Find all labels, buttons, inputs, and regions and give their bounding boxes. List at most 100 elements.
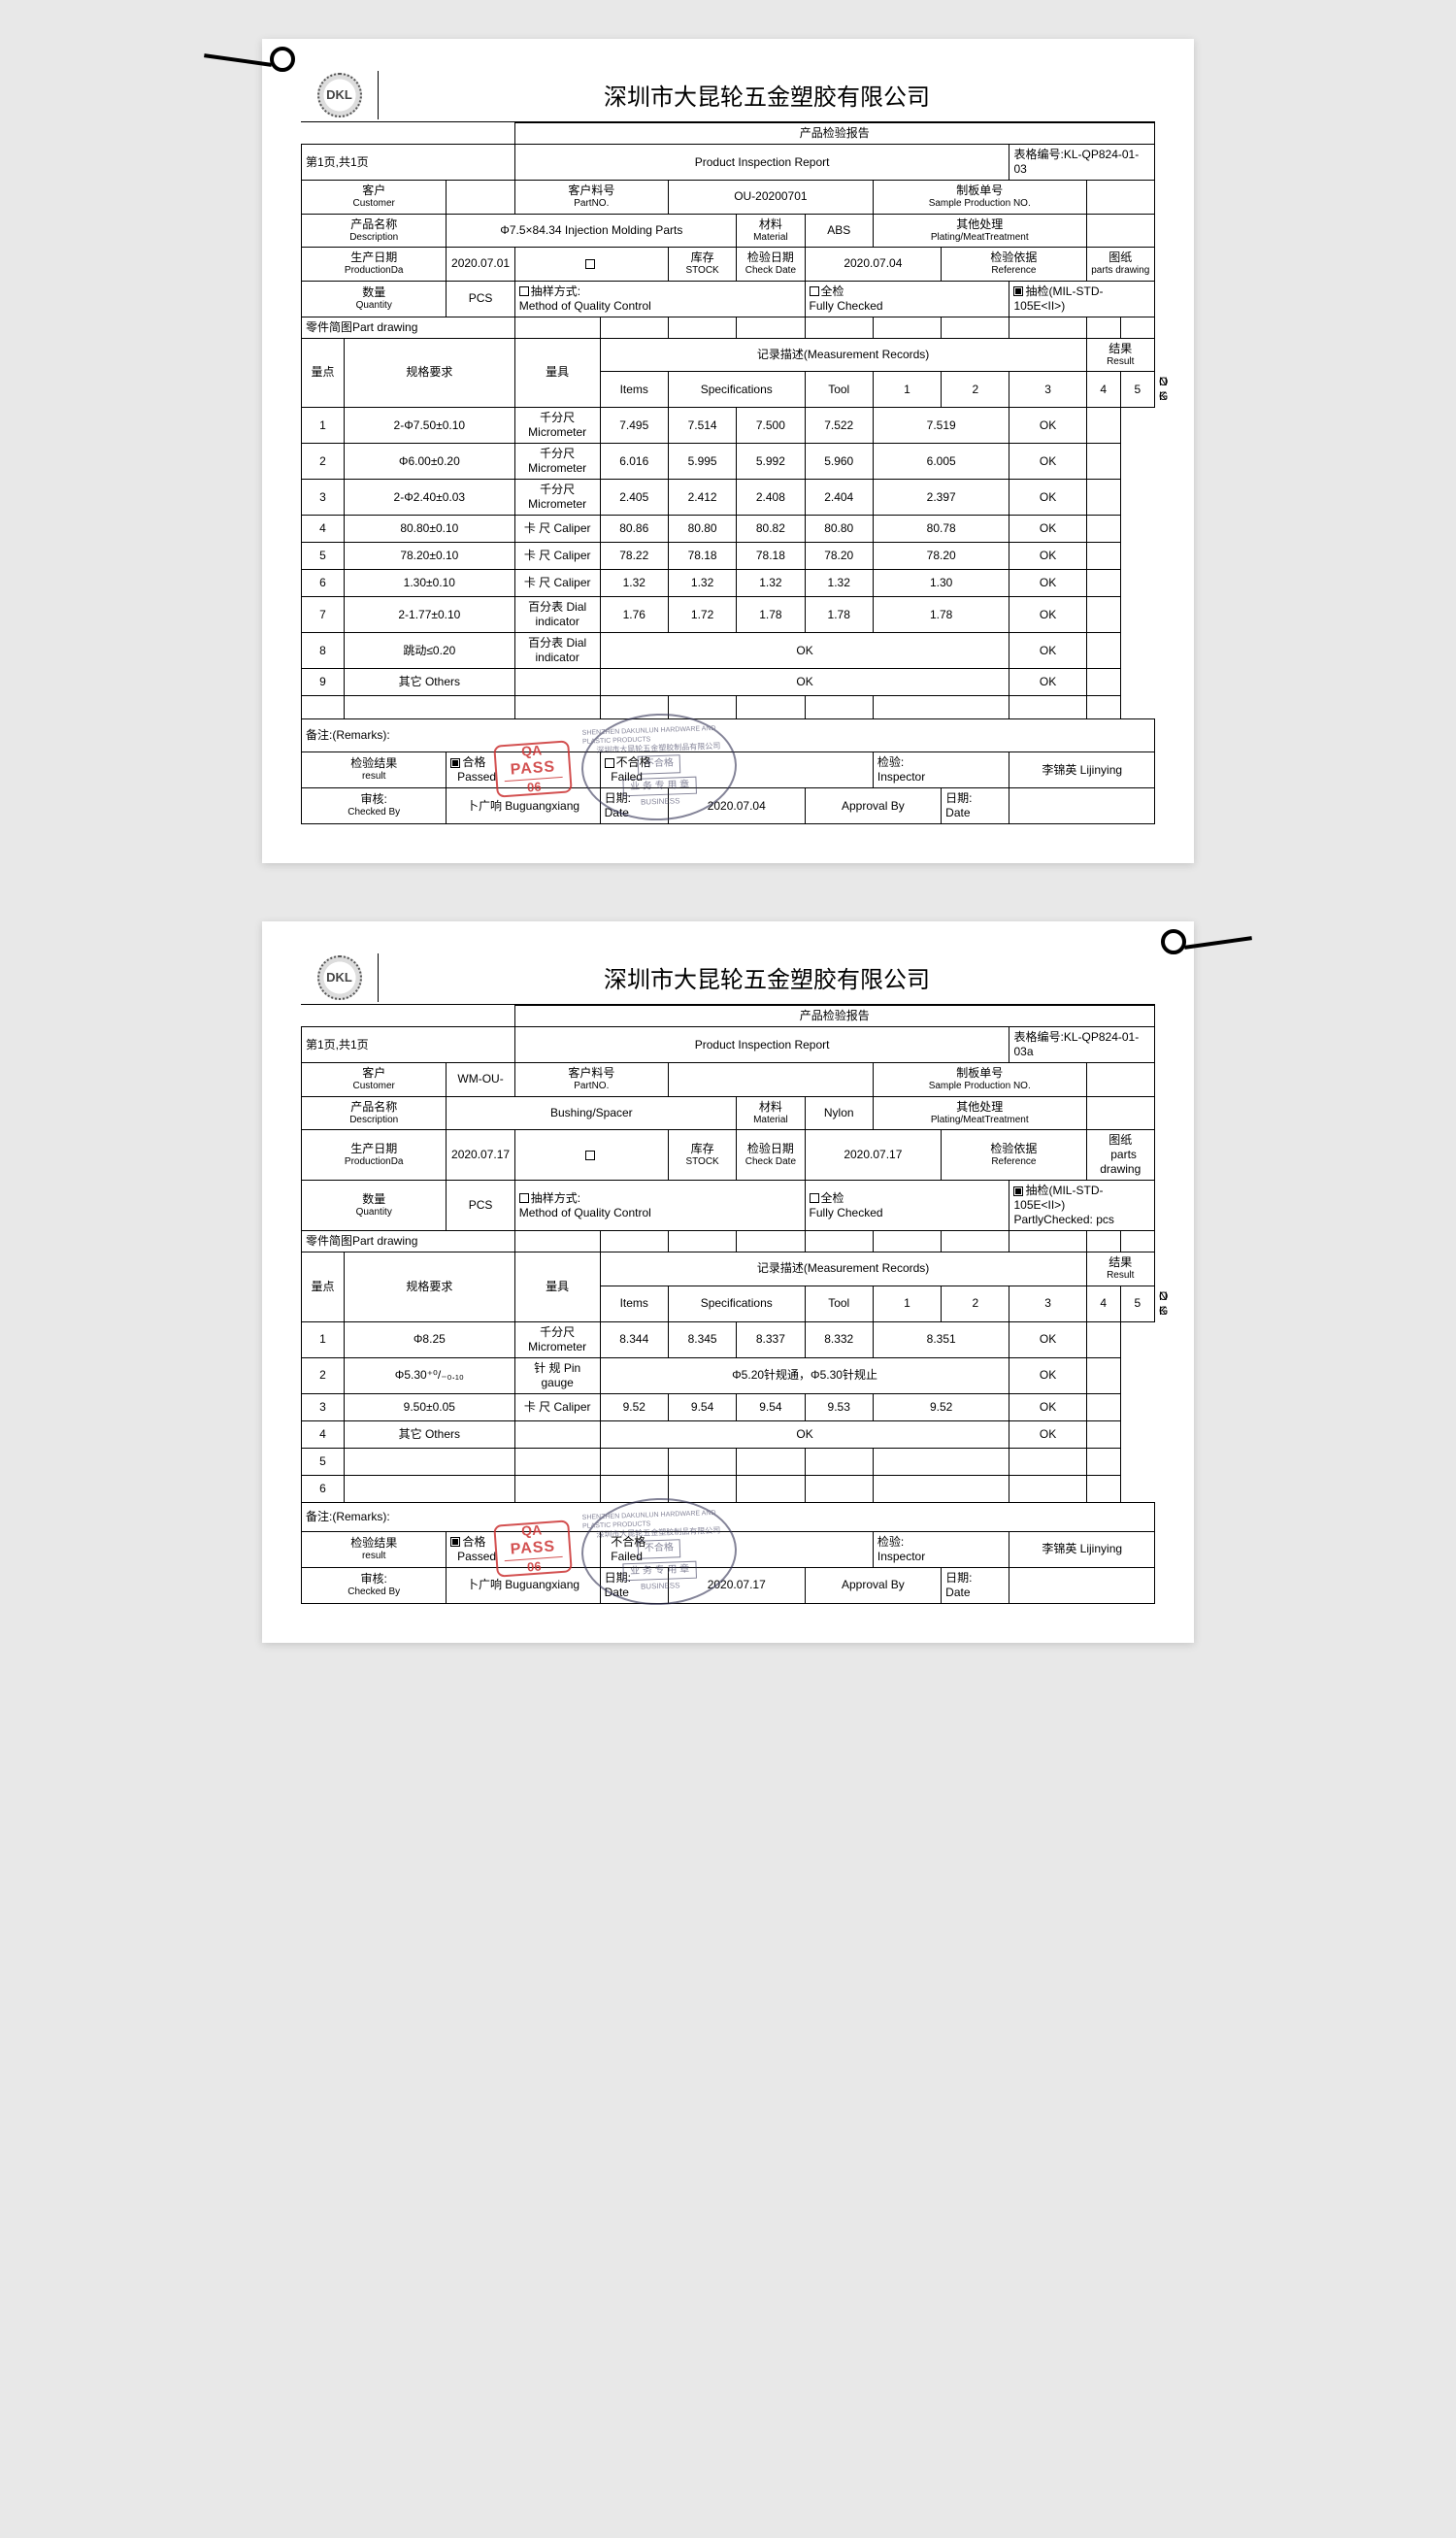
material-value: Nylon	[805, 1096, 873, 1130]
row-index: 5	[302, 543, 345, 570]
material-label: 材料Material	[737, 214, 805, 248]
m1: 80.86	[600, 516, 668, 543]
approval-label: Approval By	[805, 1567, 942, 1603]
row-tool	[514, 669, 600, 696]
m3	[737, 1448, 805, 1475]
proddate-label: 生产日期ProductionDa	[302, 1130, 447, 1181]
m5: 7.519	[873, 408, 1009, 444]
failed-cell: 不合格 Failed SHENZHEN DAKUNLUN HARDWARE AN…	[600, 752, 873, 788]
qc-method-label: 抽样方式:Method of Quality Control	[514, 1181, 805, 1231]
row-ok: OK	[1009, 669, 1086, 696]
row-index: 7	[302, 597, 345, 633]
tool-head-en: Tool	[805, 1286, 873, 1321]
report-title-en: Product Inspection Report	[514, 145, 1009, 181]
row-index: 3	[302, 480, 345, 516]
qty-label: 数量Quantity	[302, 281, 447, 317]
customer-label: 客户Customer	[302, 1063, 447, 1097]
row-index: 6	[302, 570, 345, 597]
row-spec: 1.30±0.10	[344, 570, 514, 597]
report-title-cn: 产品检验报告	[514, 1006, 1154, 1027]
row-tool: 千分尺 Micrometer	[514, 444, 600, 480]
qty-unit: PCS	[447, 1181, 514, 1231]
m2: 9.54	[668, 1393, 736, 1420]
m5: 2.397	[873, 480, 1009, 516]
qty-label: 数量Quantity	[302, 1181, 447, 1231]
row-index: 3	[302, 1393, 345, 1420]
partno-label: 客户料号PartNO.	[514, 1063, 668, 1097]
description-label: 产品名称Description	[302, 214, 447, 248]
result-head: 结果Result	[1086, 1252, 1154, 1286]
m3: 9.54	[737, 1393, 805, 1420]
row-index: 2	[302, 444, 345, 480]
row-spec: 2-Φ2.40±0.03	[344, 480, 514, 516]
m2	[668, 1448, 736, 1475]
m5: 78.20	[873, 543, 1009, 570]
customer-value: WM-OU-	[447, 1063, 514, 1097]
row-tool	[514, 1420, 600, 1448]
page-info: 第1页,共1页	[302, 1027, 515, 1063]
m2: 1.32	[668, 570, 736, 597]
checkdate-value: 2020.07.04	[805, 248, 942, 282]
row-tool: 卡 尺 Caliper	[514, 543, 600, 570]
col-2: 2	[942, 372, 1009, 408]
partno-label: 客户料号PartNO.	[514, 181, 668, 215]
m5	[873, 1475, 1009, 1502]
row-spec	[344, 1448, 514, 1475]
row-spec: 2-1.77±0.10	[344, 597, 514, 633]
row-merged: OK	[600, 669, 1009, 696]
row-ng	[1086, 1357, 1120, 1393]
col-4: 4	[1086, 1286, 1120, 1321]
m5: 1.30	[873, 570, 1009, 597]
row-ok: OK	[1009, 1357, 1086, 1393]
row-ok: OK	[1009, 597, 1086, 633]
passed-cell: 合格 Passed QA PASS 06	[447, 1531, 600, 1567]
proddate-value: 2020.07.01	[447, 248, 514, 282]
binder-line-icon	[204, 53, 272, 67]
row-ng	[1086, 1475, 1120, 1502]
report-header: DKL 深圳市大昆轮五金塑胶有限公司	[301, 68, 1155, 122]
row-spec: 跳动≤0.20	[344, 633, 514, 669]
row-ng	[1086, 1448, 1120, 1475]
inspector-label: 检验:Inspector	[873, 752, 1009, 788]
row-merged: Φ5.20针规通，Φ5.30针规止	[600, 1357, 1009, 1393]
date-label-2: 日期:Date	[942, 788, 1009, 824]
measurement-row: 39.50±0.05卡 尺 Caliper9.529.549.549.539.5…	[302, 1393, 1155, 1420]
measurement-row: 61.30±0.10卡 尺 Caliper1.321.321.321.321.3…	[302, 570, 1155, 597]
row-tool: 针 规 Pin gauge	[514, 1357, 600, 1393]
row-spec: 其它 Others	[344, 1420, 514, 1448]
row-ok: OK	[1009, 1420, 1086, 1448]
company-logo-icon: DKL	[317, 955, 362, 1000]
col-5: 5	[1120, 372, 1154, 408]
measurement-row: 2Φ5.30⁺⁰/₋₀.₁₀针 规 Pin gaugeΦ5.20针规通，Φ5.3…	[302, 1357, 1155, 1393]
row-tool: 千分尺 Micrometer	[514, 1321, 600, 1357]
checkedby-label: 审核:Checked By	[302, 1567, 447, 1603]
row-ng	[1086, 1321, 1120, 1357]
treatment-label: 其他处理Plating/MeatTreatment	[873, 214, 1086, 248]
measurement-row: 12-Φ7.50±0.10千分尺 Micrometer7.4957.5147.5…	[302, 408, 1155, 444]
m3: 78.18	[737, 543, 805, 570]
treatment-value	[1086, 1096, 1154, 1130]
customer-value	[447, 181, 514, 215]
m3: 5.992	[737, 444, 805, 480]
material-value: ABS	[805, 214, 873, 248]
measurement-row: 9其它 OthersOKOK	[302, 669, 1155, 696]
row-ng	[1086, 516, 1120, 543]
measurement-row: 6	[302, 1475, 1155, 1502]
m1: 2.405	[600, 480, 668, 516]
row-merged: OK	[600, 633, 1009, 669]
row-tool	[514, 1475, 600, 1502]
inspector-name: 李锦英 Lijinying	[1009, 1531, 1154, 1567]
m4: 80.80	[805, 516, 873, 543]
m3: 7.500	[737, 408, 805, 444]
m2: 1.72	[668, 597, 736, 633]
report-header: DKL 深圳市大昆轮五金塑胶有限公司	[301, 951, 1155, 1005]
stock-label: 库存STOCK	[668, 248, 736, 282]
m2: 7.514	[668, 408, 736, 444]
row-ng	[1086, 669, 1120, 696]
m4: 9.53	[805, 1393, 873, 1420]
tool-head-en: Tool	[805, 372, 873, 408]
row-ok: OK	[1009, 516, 1086, 543]
m4: 5.960	[805, 444, 873, 480]
col-3: 3	[1009, 372, 1086, 408]
stock-label: 库存STOCK	[668, 1130, 736, 1181]
